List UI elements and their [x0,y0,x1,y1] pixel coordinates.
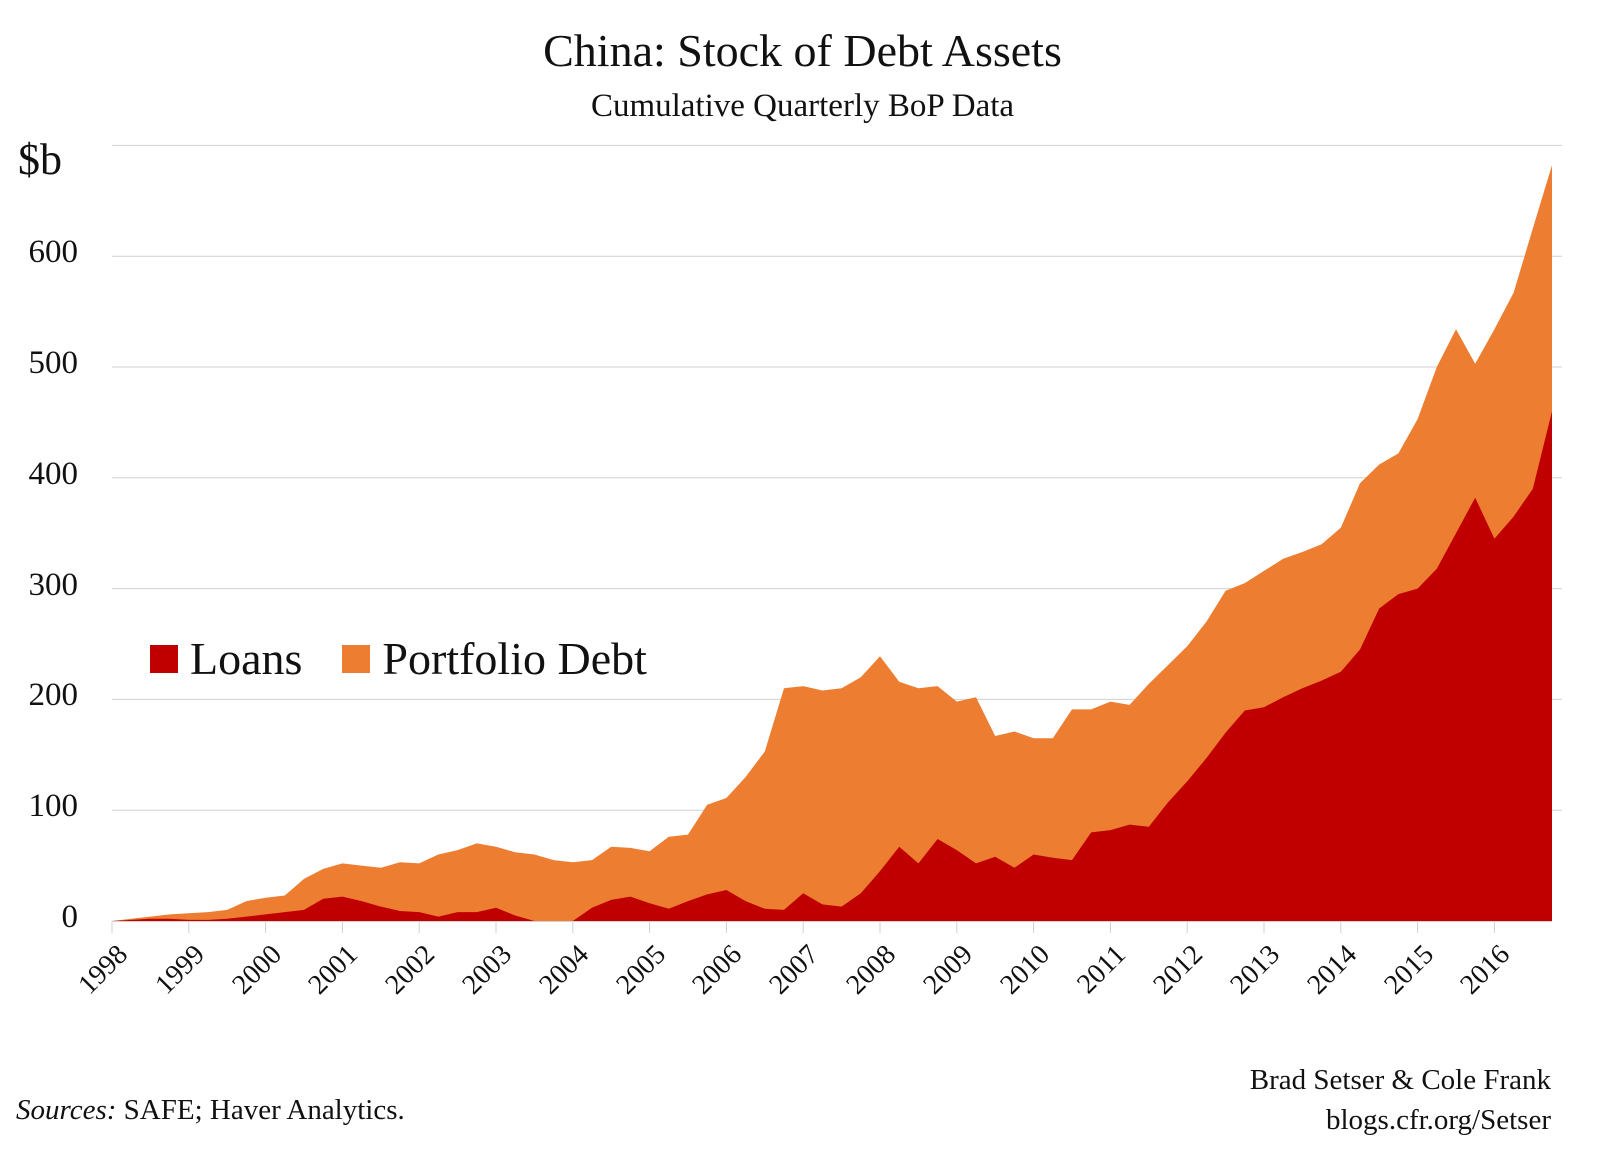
y-tick-label: 300 [28,566,79,603]
blog-url: blogs.cfr.org/Setser [1326,1104,1551,1136]
legend-item-portfolio-debt: Portfolio Debt [342,632,647,685]
chart-title: China: Stock of Debt Assets [543,25,1062,76]
portfolio-debt-area [112,165,1552,922]
legend-item-loans: Loans [150,632,302,685]
legend: Loans Portfolio Debt [150,632,687,685]
legend-label-portfolio-debt: Portfolio Debt [382,633,647,684]
sources-text: SAFE; Haver Analytics. [116,1094,405,1126]
x-axis [111,921,1552,933]
y-tick-label: 600 [28,234,79,271]
chart-subtitle: Cumulative Quarterly BoP Data [590,88,1015,124]
y-tick-label: 500 [28,345,79,381]
loans-area [112,411,1552,921]
authors: Brad Setser & Cole Frank [1249,1064,1551,1096]
legend-label-loans: Loans [190,633,303,684]
y-tick-label: 200 [28,677,79,714]
loans-swatch-icon [150,644,178,673]
sources-note: Sources: SAFE; Haver Analytics. [16,1094,405,1127]
y-axis-unit-label: $b [18,135,62,184]
credit-block: Brad Setser & Cole Frank blogs.cfr.org/S… [1250,1060,1551,1140]
y-tick-label: 400 [28,455,79,492]
y-tick-label: 100 [28,788,79,825]
portfolio-debt-swatch-icon [342,644,371,673]
sources-label: Sources: [16,1094,117,1126]
y-tick-label: 0 [61,899,79,935]
